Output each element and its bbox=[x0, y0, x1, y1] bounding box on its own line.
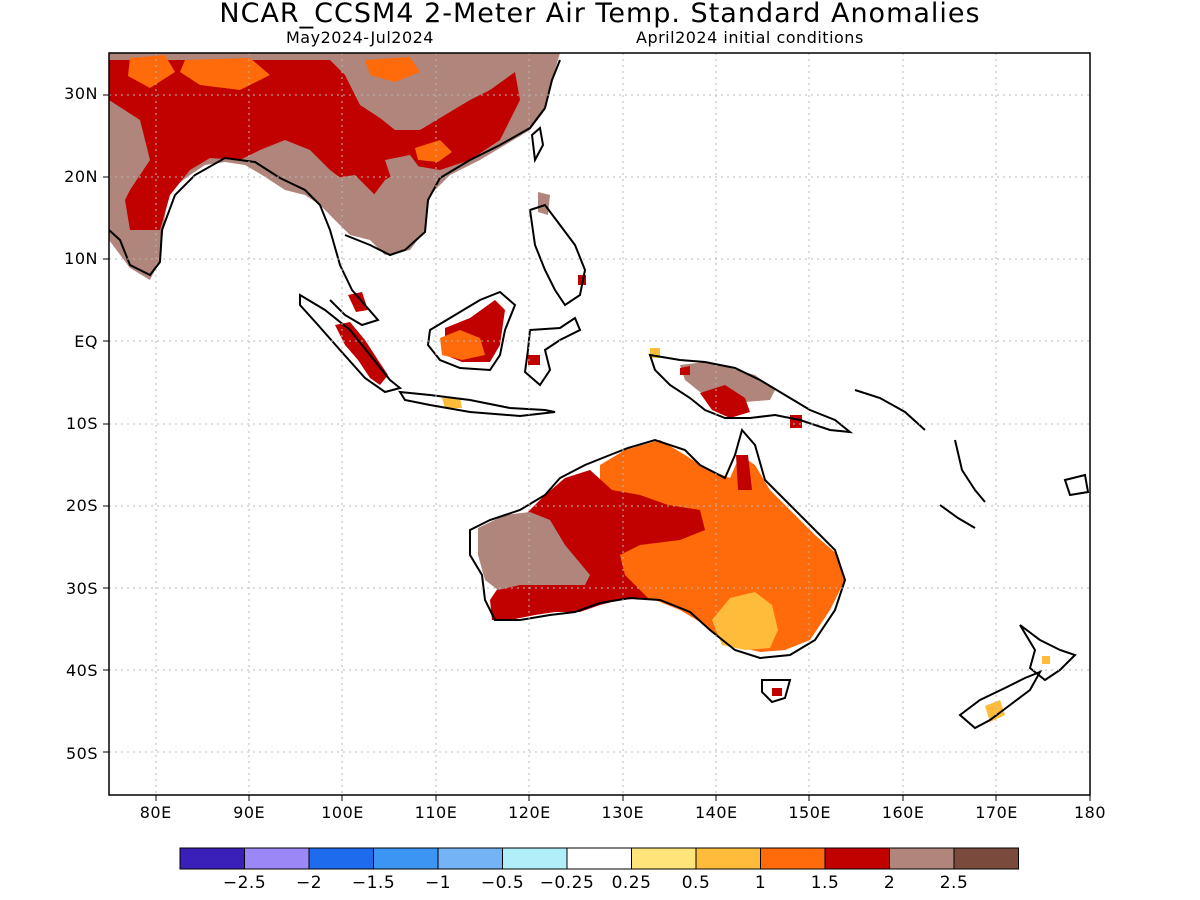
anomaly-region-java-yellow bbox=[442, 398, 462, 408]
longitude-label: 150E bbox=[788, 803, 832, 822]
longitude-label: 110E bbox=[414, 803, 458, 822]
anomaly-region-asia-orange-2 bbox=[180, 58, 270, 90]
coastline-tasmania bbox=[761, 679, 792, 704]
longitude-label: 100E bbox=[321, 803, 364, 822]
colorbar-label: −2 bbox=[295, 873, 323, 893]
coastline-solomons bbox=[854, 389, 926, 431]
anomaly-region-australia-brown bbox=[478, 512, 590, 590]
coastline-taiwan bbox=[530, 126, 545, 164]
longitude-label: 90E bbox=[233, 803, 266, 822]
latitude-label: 10S bbox=[65, 414, 98, 433]
anomaly-region-newguinea-red-2 bbox=[680, 366, 690, 375]
coastline-sumatra bbox=[299, 293, 403, 394]
longitude-label: 170E bbox=[975, 803, 1018, 822]
colorbar-label: 1.5 bbox=[810, 873, 840, 893]
longitude-label: 130E bbox=[601, 803, 645, 822]
colorbar-label: 1 bbox=[754, 873, 767, 893]
longitude-label: 140E bbox=[694, 803, 738, 822]
anomaly-region-borneo-orange bbox=[440, 330, 485, 360]
colorbar-swatch bbox=[760, 847, 826, 870]
anomaly-region-sumatra-red bbox=[335, 322, 388, 385]
latitude-label: EQ bbox=[74, 331, 98, 351]
latitude-label: 20N bbox=[64, 166, 98, 186]
anomaly-region-nz-yellow-2 bbox=[1042, 656, 1050, 664]
anomaly-region-asia-red bbox=[109, 60, 520, 230]
longitude-label: 120E bbox=[508, 803, 551, 822]
colorbar-swatch bbox=[953, 847, 1019, 870]
colorbar-swatch bbox=[437, 847, 503, 870]
colorbar-swatch bbox=[824, 847, 890, 870]
anomaly-region-asia-orange-3 bbox=[365, 57, 420, 82]
latitude-label: 30N bbox=[64, 84, 98, 104]
anomaly-region-philippines-brown bbox=[538, 192, 550, 215]
map-title: NCAR_CCSM4 2-Meter Air Temp. Standard An… bbox=[219, 0, 981, 29]
coastline-sulawesi bbox=[523, 316, 582, 387]
axis-ticks bbox=[103, 94, 1091, 801]
anomaly-region-png-east-red bbox=[790, 415, 802, 428]
anomaly-region-malaya-red bbox=[348, 292, 368, 312]
colorbar-swatch bbox=[244, 847, 310, 870]
anomaly-region-newguinea-red bbox=[700, 385, 750, 418]
latitude-label: 40S bbox=[65, 661, 98, 681]
latitude-label: 30S bbox=[65, 578, 98, 598]
coastline-nz-north bbox=[1019, 624, 1077, 682]
coastline-fiji bbox=[1063, 473, 1090, 497]
colorbar-label: −1.5 bbox=[351, 873, 396, 893]
latitude-label: 50S bbox=[65, 743, 98, 763]
colorbar-label: −0.25 bbox=[539, 873, 595, 893]
colorbar-swatch bbox=[566, 847, 632, 870]
longitude-label: 180 bbox=[1073, 803, 1107, 822]
colorbar-swatch bbox=[502, 847, 568, 870]
forecast-period: May2024-Jul2024 bbox=[286, 28, 434, 47]
colorbar-label: −2.5 bbox=[222, 873, 267, 893]
colorbar-label: −1 bbox=[424, 873, 452, 893]
anomaly-region-nz-yellow bbox=[985, 700, 1005, 722]
colorbar-swatch bbox=[373, 847, 439, 870]
anomaly-shading bbox=[109, 53, 1050, 722]
colorbar-swatch bbox=[308, 847, 374, 870]
coastline-new-caledonia bbox=[939, 504, 976, 529]
colorbar-label: 2.5 bbox=[939, 873, 969, 893]
coastline-nz-south bbox=[958, 670, 1043, 730]
anomaly-region-india-brown bbox=[109, 100, 150, 210]
gridlines bbox=[109, 53, 1090, 795]
colorbar-swatch bbox=[179, 847, 245, 870]
anomaly-region-australia-red-north bbox=[736, 455, 752, 490]
anomaly-region-asia-orange bbox=[128, 55, 175, 88]
initial-conditions: April2024 initial conditions bbox=[636, 28, 864, 47]
coastline-java bbox=[398, 390, 556, 418]
coastline-australia bbox=[469, 427, 847, 660]
colorbar-swatch bbox=[695, 847, 761, 870]
coastline-borneo bbox=[426, 290, 517, 372]
longitude-label: 160E bbox=[881, 803, 925, 822]
colorbar-label: −0.5 bbox=[480, 873, 525, 893]
coastline-newguinea bbox=[648, 353, 854, 434]
coastline-vanuatu bbox=[954, 439, 986, 503]
anomaly-region-thailand-brown bbox=[320, 175, 420, 252]
colorbar-label: 0.5 bbox=[681, 873, 711, 893]
colorbar-label: 2 bbox=[883, 873, 896, 893]
colorbar-swatch bbox=[889, 847, 955, 870]
longitude-label: 80E bbox=[139, 803, 172, 822]
anomaly-region-australia-orange bbox=[600, 440, 845, 652]
colorbar-swatch bbox=[631, 847, 697, 870]
latitude-label: 10N bbox=[64, 249, 98, 269]
colorbar-label: 0.25 bbox=[611, 873, 652, 893]
coastline-philippines bbox=[528, 203, 587, 307]
latitude-label: 20S bbox=[65, 496, 98, 516]
anomaly-region-sulawesi-red bbox=[528, 355, 540, 365]
anomaly-region-vietnam-brown bbox=[385, 155, 425, 195]
coastlines bbox=[109, 59, 1090, 730]
coastline-asia bbox=[109, 59, 561, 327]
colorbar bbox=[179, 847, 1019, 870]
anomaly-region-tasmania-red bbox=[772, 688, 782, 696]
anomaly-region-china-orange bbox=[415, 140, 452, 162]
anomaly-region-australia-yellow bbox=[712, 592, 778, 650]
